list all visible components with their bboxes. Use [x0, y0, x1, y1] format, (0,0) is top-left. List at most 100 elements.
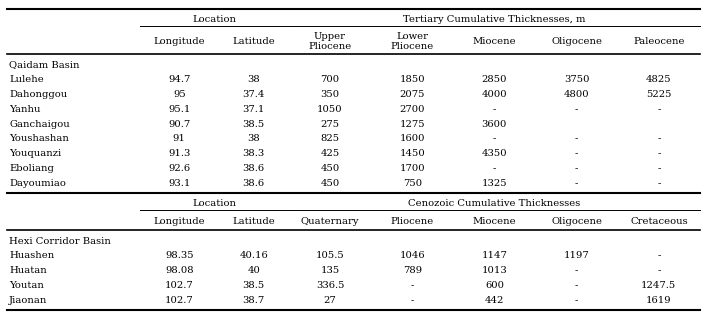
Text: 4800: 4800 — [563, 90, 590, 99]
Text: 38.6: 38.6 — [243, 179, 264, 188]
Text: 98.08: 98.08 — [165, 266, 194, 275]
Text: Upper
Pliocene: Upper Pliocene — [308, 32, 351, 51]
Text: -: - — [657, 266, 660, 275]
Text: 3750: 3750 — [564, 75, 590, 84]
Text: -: - — [575, 149, 578, 158]
Text: 135: 135 — [320, 266, 339, 275]
Text: 275: 275 — [320, 120, 339, 129]
Text: Miocene: Miocene — [472, 37, 516, 46]
Text: 789: 789 — [403, 266, 422, 275]
Text: 102.7: 102.7 — [165, 296, 194, 305]
Text: 95.1: 95.1 — [168, 105, 190, 114]
Text: 91: 91 — [173, 135, 186, 143]
Text: -: - — [575, 179, 578, 188]
Text: Pliocene: Pliocene — [390, 216, 434, 226]
Text: -: - — [575, 281, 578, 290]
Text: 93.1: 93.1 — [168, 179, 190, 188]
Text: 38.5: 38.5 — [243, 281, 265, 290]
Text: 442: 442 — [485, 296, 504, 305]
Text: 1700: 1700 — [399, 164, 425, 173]
Text: 92.6: 92.6 — [168, 164, 190, 173]
Text: Youquanzi: Youquanzi — [9, 149, 62, 158]
Text: Latitude: Latitude — [233, 216, 275, 226]
Text: Hexi Corridor Basin: Hexi Corridor Basin — [9, 237, 111, 246]
Text: -: - — [575, 266, 578, 275]
Text: 38: 38 — [247, 75, 260, 84]
Text: 750: 750 — [403, 179, 422, 188]
Text: 336.5: 336.5 — [316, 281, 344, 290]
Text: -: - — [575, 105, 578, 114]
Text: 3600: 3600 — [481, 120, 507, 129]
Text: -: - — [493, 105, 496, 114]
Text: Longitude: Longitude — [153, 37, 205, 46]
Text: -: - — [657, 149, 660, 158]
Text: Youtan: Youtan — [9, 281, 44, 290]
Text: 1147: 1147 — [481, 251, 508, 260]
Text: 102.7: 102.7 — [165, 281, 194, 290]
Text: Huatan: Huatan — [9, 266, 47, 275]
Text: Cenozoic Cumulative Thicknesses: Cenozoic Cumulative Thicknesses — [409, 199, 580, 208]
Text: 38.7: 38.7 — [243, 296, 265, 305]
Text: 1050: 1050 — [317, 105, 343, 114]
Text: 5225: 5225 — [646, 90, 672, 99]
Text: Youshashan: Youshashan — [9, 135, 69, 143]
Text: Oligocene: Oligocene — [551, 37, 602, 46]
Text: -: - — [657, 179, 660, 188]
Text: 91.3: 91.3 — [168, 149, 190, 158]
Text: 37.1: 37.1 — [243, 105, 265, 114]
Text: -: - — [657, 164, 660, 173]
Text: -: - — [575, 164, 578, 173]
Text: 1325: 1325 — [481, 179, 507, 188]
Text: 4350: 4350 — [481, 149, 507, 158]
Text: 2700: 2700 — [399, 105, 425, 114]
Text: Miocene: Miocene — [472, 216, 516, 226]
Text: -: - — [411, 281, 414, 290]
Text: 700: 700 — [320, 75, 339, 84]
Text: Eboliang: Eboliang — [9, 164, 54, 173]
Text: 40: 40 — [247, 266, 260, 275]
Text: Paleocene: Paleocene — [633, 37, 684, 46]
Text: 1247.5: 1247.5 — [641, 281, 677, 290]
Text: Longitude: Longitude — [153, 216, 205, 226]
Text: 38.6: 38.6 — [243, 164, 264, 173]
Text: 2075: 2075 — [399, 90, 425, 99]
Text: 94.7: 94.7 — [168, 75, 190, 84]
Text: 4000: 4000 — [481, 90, 507, 99]
Text: -: - — [575, 135, 578, 143]
Text: Location: Location — [192, 199, 237, 208]
Text: 4825: 4825 — [646, 75, 672, 84]
Text: Oligocene: Oligocene — [551, 216, 602, 226]
Text: 98.35: 98.35 — [165, 251, 194, 260]
Text: Qaidam Basin: Qaidam Basin — [9, 60, 80, 70]
Text: -: - — [657, 135, 660, 143]
Text: 450: 450 — [320, 179, 339, 188]
Text: Huashen: Huashen — [9, 251, 54, 260]
Text: -: - — [493, 164, 496, 173]
Text: 1619: 1619 — [646, 296, 672, 305]
Text: 38.5: 38.5 — [243, 120, 265, 129]
Text: 90.7: 90.7 — [168, 120, 190, 129]
Text: 27: 27 — [324, 296, 337, 305]
Text: 600: 600 — [485, 281, 504, 290]
Text: 40.16: 40.16 — [239, 251, 268, 260]
Text: Quaternary: Quaternary — [300, 216, 359, 226]
Text: -: - — [575, 296, 578, 305]
Text: -: - — [657, 251, 660, 260]
Text: Jiaonan: Jiaonan — [9, 296, 47, 305]
Text: -: - — [411, 296, 414, 305]
Text: 450: 450 — [320, 164, 339, 173]
Text: 1046: 1046 — [399, 251, 425, 260]
Text: 350: 350 — [320, 90, 339, 99]
Text: Dahonggou: Dahonggou — [9, 90, 67, 99]
Text: -: - — [657, 105, 660, 114]
Text: 1013: 1013 — [481, 266, 508, 275]
Text: 2850: 2850 — [481, 75, 507, 84]
Text: Lulehe: Lulehe — [9, 75, 44, 84]
Text: 105.5: 105.5 — [315, 251, 344, 260]
Text: Ganchaigou: Ganchaigou — [9, 120, 70, 129]
Text: Tertiary Cumulative Thicknesses, m: Tertiary Cumulative Thicknesses, m — [403, 15, 585, 24]
Text: 1197: 1197 — [563, 251, 590, 260]
Text: Location: Location — [192, 15, 237, 24]
Text: 825: 825 — [320, 135, 339, 143]
Text: Cretaceous: Cretaceous — [630, 216, 688, 226]
